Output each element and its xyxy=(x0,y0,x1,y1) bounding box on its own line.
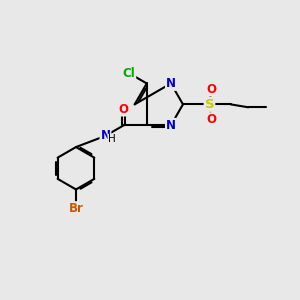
Text: O: O xyxy=(207,113,217,126)
Text: N: N xyxy=(166,119,176,132)
Text: S: S xyxy=(205,98,214,111)
Text: O: O xyxy=(119,103,129,116)
Text: N: N xyxy=(100,129,110,142)
Text: H: H xyxy=(108,134,116,144)
Text: Cl: Cl xyxy=(122,67,135,80)
Text: O: O xyxy=(207,82,217,95)
Text: Br: Br xyxy=(69,202,83,215)
Text: N: N xyxy=(166,77,176,90)
